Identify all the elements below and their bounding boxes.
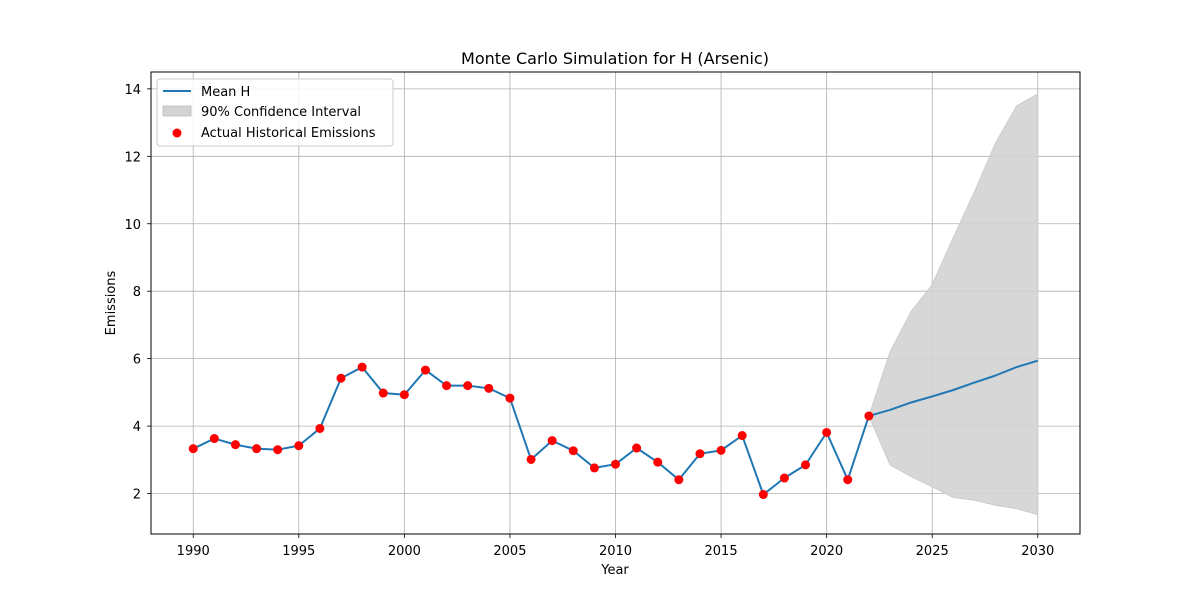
x-tick-label: 2015 xyxy=(705,544,738,559)
x-tick-label: 2010 xyxy=(599,544,632,559)
x-axis-label: Year xyxy=(600,563,629,578)
x-axis-ticks: 1990 1995 2000 2005 2010 2015 2020 2025 2030 xyxy=(177,534,1054,559)
actual-point xyxy=(357,362,367,372)
y-tick-label: 2 xyxy=(133,488,141,503)
legend-box xyxy=(156,78,394,147)
x-tick-label: 2030 xyxy=(1021,544,1054,559)
actual-point xyxy=(315,423,325,433)
y-axis-label: Emissions xyxy=(104,270,119,335)
y-axis-ticks: 2 4 6 8 10 12 14 xyxy=(124,83,151,503)
confidence-interval-layer xyxy=(868,93,1039,516)
actual-point xyxy=(822,427,832,437)
actual-point xyxy=(589,463,599,473)
chart-title: Monte Carlo Simulation for H (Arsenic) xyxy=(461,49,769,68)
x-tick-label: 2000 xyxy=(388,544,421,559)
y-tick-label: 14 xyxy=(124,83,141,98)
actual-point xyxy=(484,383,494,393)
actual-point xyxy=(653,457,663,467)
actual-point xyxy=(209,434,219,444)
actual-point xyxy=(463,381,473,391)
actual-point xyxy=(420,365,430,375)
actual-point xyxy=(864,411,874,421)
actual-point xyxy=(843,475,853,485)
x-tick-label: 2025 xyxy=(916,544,949,559)
actual-point xyxy=(547,436,557,446)
actual-point xyxy=(632,443,642,453)
actual-points-layer xyxy=(188,362,874,500)
x-tick-label: 2020 xyxy=(810,544,843,559)
x-tick-label: 1995 xyxy=(282,544,315,559)
actual-point xyxy=(273,445,283,455)
actual-point xyxy=(188,444,198,454)
actual-point xyxy=(442,381,452,391)
legend: Mean H 90% Confidence Interval Actual Hi… xyxy=(156,78,394,147)
actual-point xyxy=(526,454,536,464)
actual-point xyxy=(230,440,240,450)
legend-ci-label: 90% Confidence Interval xyxy=(201,105,361,120)
confidence-interval-band xyxy=(868,93,1039,516)
x-tick-label: 2005 xyxy=(493,544,526,559)
actual-point xyxy=(568,446,578,456)
y-tick-label: 6 xyxy=(133,353,141,368)
actual-point xyxy=(378,388,388,398)
legend-actual-swatch xyxy=(172,128,182,138)
y-tick-label: 4 xyxy=(133,420,141,435)
actual-point xyxy=(399,390,409,400)
actual-point xyxy=(758,490,768,500)
actual-point xyxy=(294,441,304,451)
actual-point xyxy=(695,449,705,459)
y-tick-label: 8 xyxy=(133,285,141,300)
actual-point xyxy=(611,459,620,469)
legend-ci-swatch xyxy=(162,105,192,117)
actual-point xyxy=(252,444,262,454)
actual-point xyxy=(336,373,346,383)
legend-actual-label: Actual Historical Emissions xyxy=(201,126,376,141)
y-tick-label: 10 xyxy=(124,218,141,233)
actual-point xyxy=(801,460,811,470)
actual-point xyxy=(779,473,789,483)
actual-point xyxy=(716,445,726,455)
actual-point xyxy=(505,393,515,403)
y-tick-label: 12 xyxy=(124,150,141,165)
legend-mean-label: Mean H xyxy=(201,85,250,100)
actual-point xyxy=(674,475,684,485)
actual-point xyxy=(737,431,747,441)
x-tick-label: 1990 xyxy=(177,544,210,559)
